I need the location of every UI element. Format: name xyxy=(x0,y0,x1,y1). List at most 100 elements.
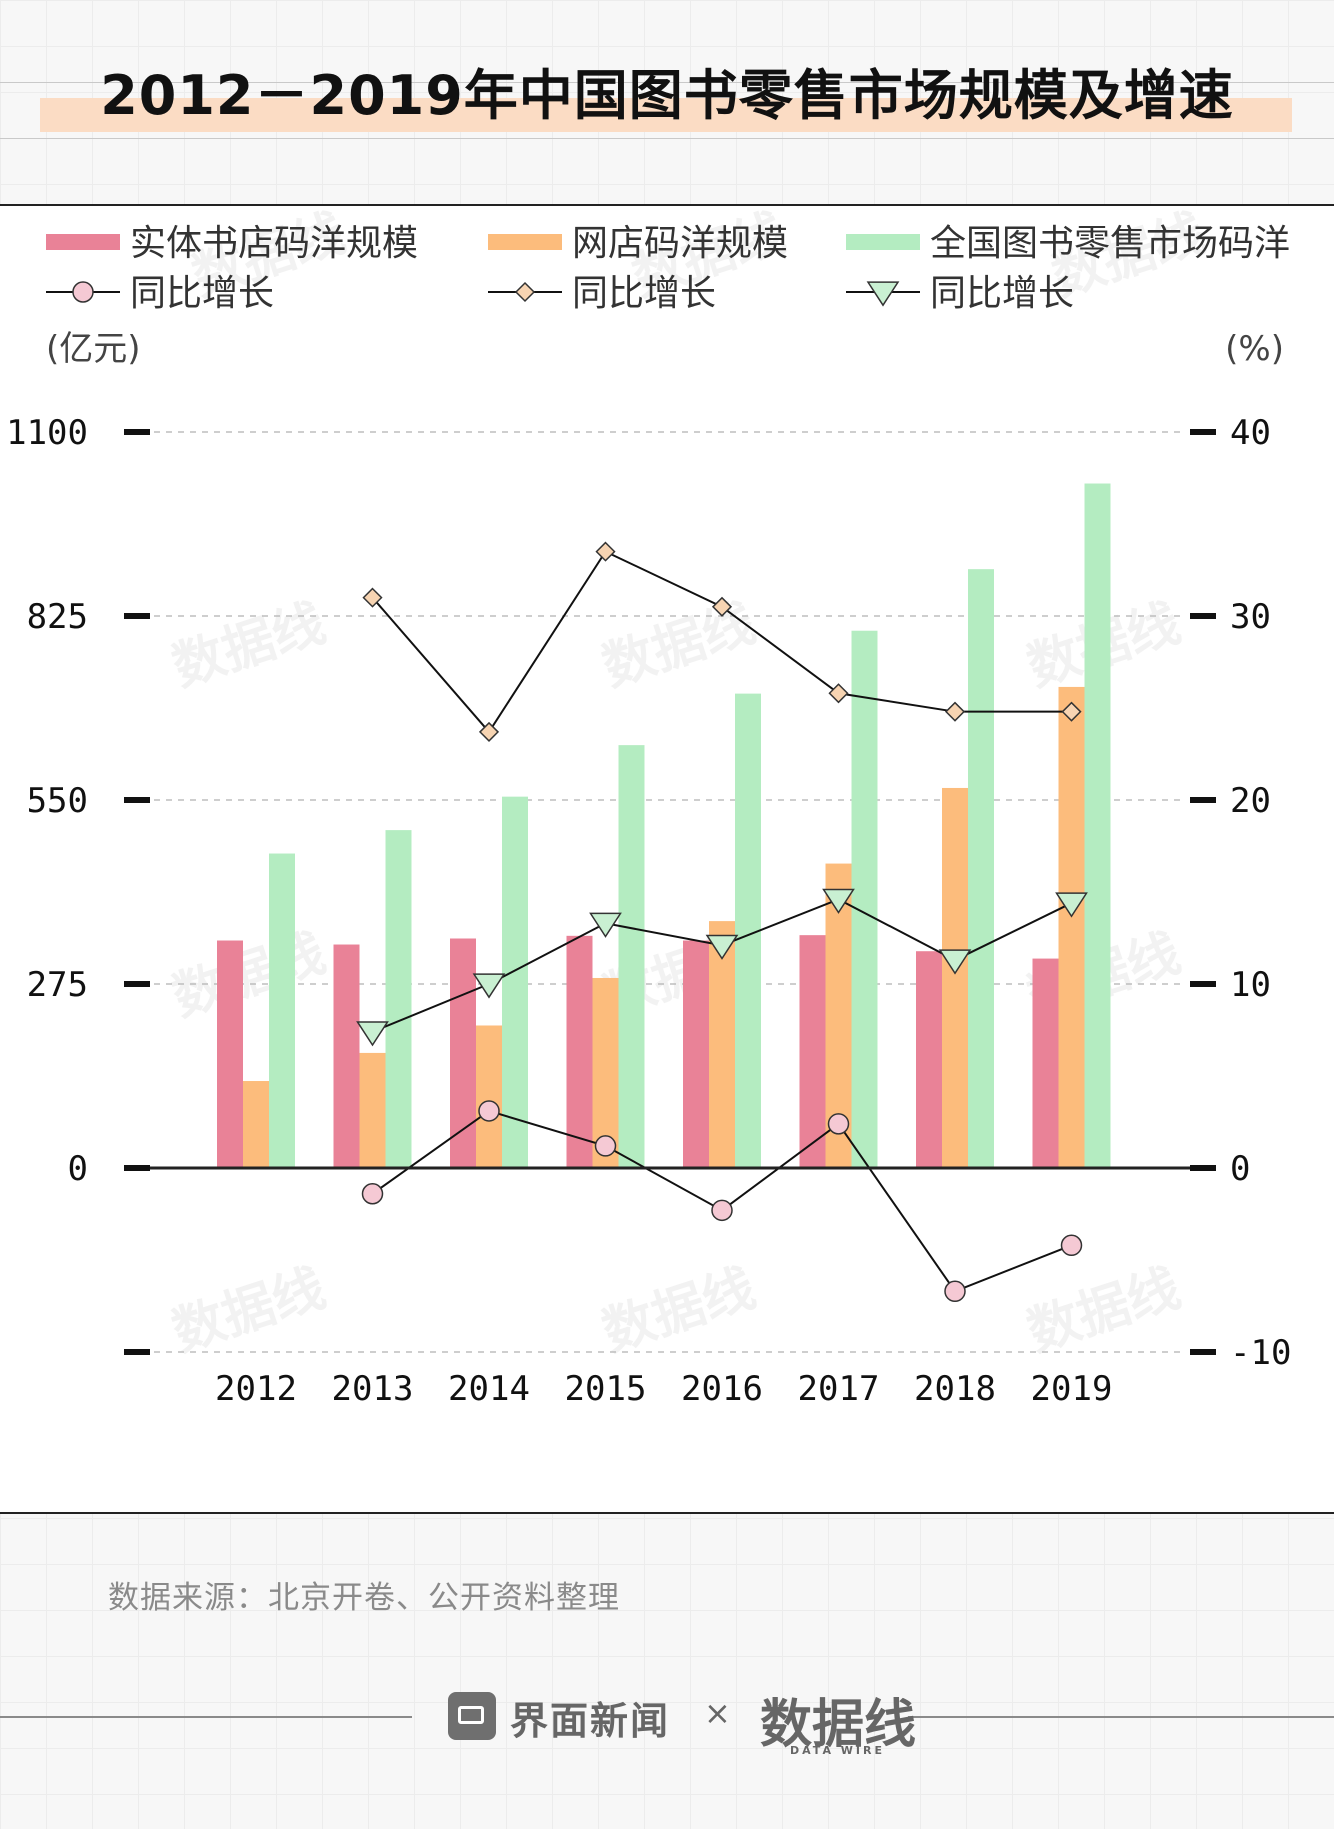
datawire-logo: 数据线 xyxy=(760,1694,917,1755)
lines-layer xyxy=(356,541,1088,1303)
triangle-marker xyxy=(356,1021,389,1047)
diamond-marker xyxy=(595,541,616,562)
left-axis-unit: (亿元) xyxy=(46,329,141,369)
bar-1-2012 xyxy=(243,1081,269,1168)
watermark-6: 数据线 xyxy=(165,1257,332,1363)
footer: 界面新闻 × 数据线 DATA WIRE xyxy=(0,1680,1334,1790)
diamond-marker xyxy=(362,587,383,608)
bar-0-2016 xyxy=(683,940,709,1168)
legend-label: 同比增长 xyxy=(930,273,1074,314)
bar-2-2018 xyxy=(968,569,994,1168)
chart-panel: 数据线数据线数据线数据线数据线数据线数据线数据线数据线数据线数据线数据线 110… xyxy=(0,204,1334,1514)
title-highlight-band xyxy=(40,98,1292,132)
legend-label: 全国图书零售市场码洋 xyxy=(930,223,1290,264)
diamond-marker xyxy=(828,683,849,704)
bar-2-2013 xyxy=(385,830,412,1168)
watermark-8: 数据线 xyxy=(1020,1257,1187,1363)
bar-1-2013 xyxy=(359,1052,386,1168)
bar-1-2014 xyxy=(476,1025,502,1168)
footer-rule-left xyxy=(0,1716,412,1718)
legend-swatch-bar xyxy=(846,234,920,250)
circle-marker xyxy=(594,1135,617,1157)
left-tick-label: 825 xyxy=(27,597,88,637)
circle-marker xyxy=(944,1280,966,1303)
legend-label: 同比增长 xyxy=(130,273,274,314)
legend-label: 网店码洋规模 xyxy=(572,223,788,264)
left-tick-label: 0 xyxy=(68,1149,88,1189)
x-tick-label: 2019 xyxy=(1031,1369,1113,1409)
legend-swatch-bar xyxy=(46,234,120,250)
bar-1-2016 xyxy=(709,921,735,1168)
brand-separator: × xyxy=(704,1694,731,1732)
axes-layer: 1100 40 825 30 550 20 275 10 0 0 -10 (亿元) (%) 2012 201… xyxy=(6,329,1291,1409)
watermark-layer: 数据线数据线数据线数据线数据线数据线数据线数据线数据线数据线数据线数据线 xyxy=(165,206,1212,1363)
bar-2-2014 xyxy=(502,796,528,1168)
triangle-marker xyxy=(472,973,506,999)
bar-0-2015 xyxy=(566,935,593,1168)
chart-svg: 数据线数据线数据线数据线数据线数据线数据线数据线数据线数据线数据线数据线 110… xyxy=(6,206,1291,1409)
x-tick-label: 2018 xyxy=(914,1369,996,1409)
triangle-marker xyxy=(938,949,972,975)
right-tick-label: 20 xyxy=(1230,781,1271,821)
datawire-logo-sub: DATA WIRE xyxy=(790,1744,885,1757)
left-tick-label: 275 xyxy=(27,965,88,1005)
x-tick-label: 2016 xyxy=(681,1369,763,1409)
diamond-marker xyxy=(514,281,536,303)
triangle-marker xyxy=(589,912,622,938)
circle-marker xyxy=(827,1113,850,1135)
title-area: 2012－2019年中国图书零售市场规模及增速 xyxy=(0,30,1334,150)
bar-1-2018 xyxy=(942,787,968,1168)
circle-marker xyxy=(361,1183,384,1205)
bar-0-2013 xyxy=(333,944,360,1168)
right-tick-label: 0 xyxy=(1230,1149,1250,1189)
bar-0-2014 xyxy=(450,938,476,1168)
data-source-note: 数据来源：北京开卷、公开资料整理 xyxy=(108,1580,620,1616)
circle-marker xyxy=(1060,1234,1083,1257)
circle-marker xyxy=(478,1100,500,1122)
x-tick-label: 2017 xyxy=(798,1369,880,1409)
diamond-marker xyxy=(478,721,500,742)
watermark-3: 数据线 xyxy=(165,922,332,1028)
triangle-marker xyxy=(1055,892,1088,918)
watermark-1: 数据线 xyxy=(595,592,762,698)
right-tick-label: 10 xyxy=(1230,965,1271,1005)
legend-label: 实体书店码洋规模 xyxy=(130,223,418,264)
watermark-0: 数据线 xyxy=(165,592,332,698)
right-tick-label: 40 xyxy=(1230,413,1271,453)
x-tick-label: 2015 xyxy=(565,1369,647,1409)
title-rule-bottom xyxy=(0,138,1334,139)
jiemian-logo-icon xyxy=(448,1692,496,1740)
grid-layer xyxy=(154,431,1180,1353)
right-tick-label: 30 xyxy=(1230,597,1271,637)
x-tick-label: 2012 xyxy=(215,1369,297,1409)
triangle-marker xyxy=(866,281,900,307)
bar-0-2017 xyxy=(799,935,826,1168)
bar-0-2012 xyxy=(217,940,243,1168)
right-tick-label: -10 xyxy=(1230,1333,1291,1373)
circle-marker xyxy=(72,281,94,303)
left-tick-label: 550 xyxy=(27,781,88,821)
triangle-marker xyxy=(705,934,739,960)
bar-2-2012 xyxy=(269,853,295,1168)
x-tick-label: 2013 xyxy=(332,1369,414,1409)
triangle-marker xyxy=(822,888,855,914)
title-rule-top xyxy=(0,82,1334,83)
diamond-marker xyxy=(944,701,966,722)
legend-label: 同比增长 xyxy=(572,273,716,314)
legend-swatch-bar xyxy=(488,234,562,250)
page-title: 2012－2019年中国图书零售市场规模及增速 xyxy=(100,64,1234,127)
footer-rule-right xyxy=(908,1716,1334,1718)
bars-layer xyxy=(217,483,1111,1168)
brand-name: 界面新闻 xyxy=(510,1699,671,1743)
circle-marker xyxy=(711,1199,733,1222)
x-tick-label: 2014 xyxy=(448,1369,530,1409)
left-tick-label: 1100 xyxy=(6,413,88,453)
bar-2-2017 xyxy=(851,630,878,1168)
diamond-marker xyxy=(711,596,733,617)
bar-2-2015 xyxy=(618,745,645,1168)
bar-2-2019 xyxy=(1084,483,1111,1168)
bar-0-2018 xyxy=(916,951,942,1168)
watermark-7: 数据线 xyxy=(595,1257,762,1363)
bar-1-2019 xyxy=(1058,686,1085,1168)
